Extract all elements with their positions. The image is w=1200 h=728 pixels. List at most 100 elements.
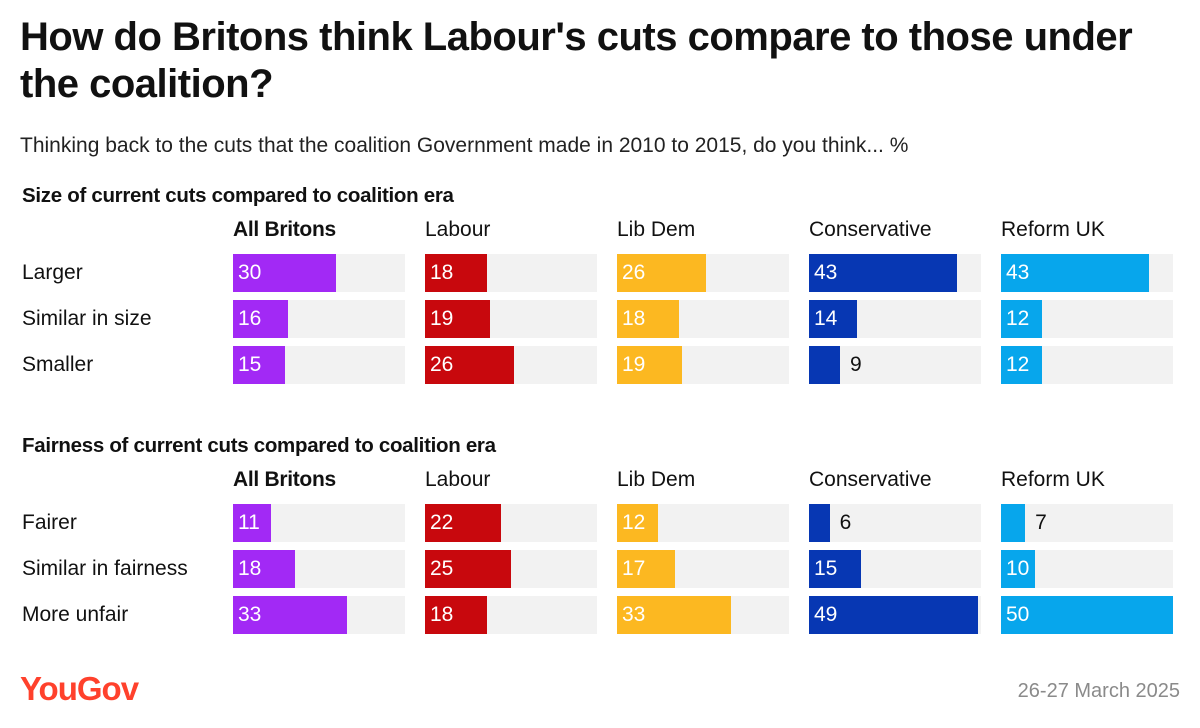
- bar-track: 43: [809, 254, 981, 292]
- bar-conservative-smaller: [809, 346, 840, 384]
- bar-labour-fairer: [425, 504, 501, 542]
- bar-track: 15: [809, 550, 981, 588]
- bar-all-britons-more-unfair: [233, 596, 347, 634]
- column-header-labour: Labour: [425, 468, 491, 491]
- data-label: 26: [430, 353, 454, 376]
- row-label-similar-in-size: Similar in size: [22, 307, 152, 330]
- bar-track: 19: [617, 346, 789, 384]
- bar-reform-uk-similar-in-size: [1001, 300, 1043, 338]
- row-label-fairer: Fairer: [22, 511, 77, 534]
- data-label: 18: [430, 603, 454, 626]
- data-label: 33: [238, 603, 262, 626]
- data-label: 18: [622, 307, 646, 330]
- bar-track: 17: [617, 550, 789, 588]
- bar-track: 26: [617, 254, 789, 292]
- bar-track: 10: [1001, 550, 1173, 588]
- data-label: 19: [622, 353, 646, 376]
- bar-all-britons-similar-in-fairness: [233, 550, 295, 588]
- bar-track: 12: [1001, 300, 1173, 338]
- chart-subtitle: Thinking back to the cuts that the coali…: [20, 134, 909, 157]
- bar-labour-similar-in-fairness: [425, 550, 511, 588]
- data-label: 26: [622, 261, 646, 284]
- data-label: 50: [1006, 603, 1030, 626]
- column-header-all-britons: All Britons: [233, 218, 336, 241]
- data-label: 18: [430, 261, 454, 284]
- data-label: 15: [238, 353, 262, 376]
- bar-track: 33: [233, 596, 405, 634]
- bar-track: 33: [617, 596, 789, 634]
- bar-track: 6: [809, 504, 981, 542]
- row-label-larger: Larger: [22, 261, 83, 284]
- data-label: 30: [238, 261, 262, 284]
- column-header-conservative: Conservative: [809, 468, 932, 491]
- column-header-conservative: Conservative: [809, 218, 932, 241]
- bar-track: 18: [233, 550, 405, 588]
- data-label: 49: [814, 603, 838, 626]
- bar-all-britons-larger: [233, 254, 337, 292]
- bar-track: 30: [233, 254, 405, 292]
- bar-track: 22: [425, 504, 597, 542]
- column-header-reform-uk: Reform UK: [1001, 218, 1105, 241]
- bar-track: 49: [809, 596, 981, 634]
- row-label-similar-in-fairness: Similar in fairness: [22, 557, 188, 580]
- bar-track: 11: [233, 504, 405, 542]
- data-label: 43: [1006, 261, 1030, 284]
- bar-track: 12: [617, 504, 789, 542]
- data-label: 17: [622, 557, 646, 580]
- bar-track: 7: [1001, 504, 1173, 542]
- column-header-labour: Labour: [425, 218, 491, 241]
- bar-conservative-more-unfair: [809, 596, 978, 634]
- bar-conservative-larger: [809, 254, 957, 292]
- bar-track: 18: [425, 254, 597, 292]
- bar-conservative-similar-in-size: [809, 300, 858, 338]
- column-header-lib-dem: Lib Dem: [617, 218, 696, 241]
- data-label: 15: [814, 557, 838, 580]
- row-label-more-unfair: More unfair: [22, 603, 129, 626]
- column-header-all-britons: All Britons: [233, 468, 336, 491]
- bar-labour-similar-in-size: [425, 300, 491, 338]
- date-label: 26-27 March 2025: [1017, 680, 1180, 702]
- bar-lib-dem-larger: [617, 254, 707, 292]
- bar-labour-larger: [425, 254, 487, 292]
- bar-lib-dem-similar-in-size: [617, 300, 679, 338]
- bar-reform-uk-smaller: [1001, 346, 1043, 384]
- bar-track: 16: [233, 300, 405, 338]
- bar-labour-more-unfair: [425, 596, 487, 634]
- bar-reform-uk-fairer: [1001, 504, 1026, 542]
- data-label: 25: [430, 557, 454, 580]
- section-title: Fairness of current cuts compared to coa…: [22, 434, 496, 457]
- bar-track: 43: [1001, 254, 1173, 292]
- data-label: 33: [622, 603, 646, 626]
- bar-lib-dem-fairer: [617, 504, 659, 542]
- bar-reform-uk-more-unfair: [1001, 596, 1173, 634]
- data-label: 6: [839, 511, 852, 534]
- bar-lib-dem-smaller: [617, 346, 683, 384]
- chart-title: How do Britons think Labour's cuts compa…: [20, 15, 1133, 106]
- bar-conservative-fairer: [809, 504, 830, 542]
- column-header-lib-dem: Lib Dem: [617, 468, 696, 491]
- data-label: 16: [238, 307, 262, 330]
- bar-all-britons-smaller: [233, 346, 285, 384]
- data-label: 12: [1006, 353, 1030, 376]
- bar-track: 19: [425, 300, 597, 338]
- bar-all-britons-fairer: [233, 504, 271, 542]
- data-label: 14: [814, 307, 838, 330]
- data-label: 43: [814, 261, 838, 284]
- bar-track: 50: [1001, 596, 1173, 634]
- data-label: 10: [1006, 557, 1030, 580]
- yougov-logo: YouGov: [20, 670, 139, 707]
- data-label: 9: [849, 353, 862, 376]
- column-header-reform-uk: Reform UK: [1001, 468, 1105, 491]
- bar-lib-dem-similar-in-fairness: [617, 550, 676, 588]
- bar-conservative-similar-in-fairness: [809, 550, 861, 588]
- data-label: 19: [430, 307, 454, 330]
- bar-all-britons-similar-in-size: [233, 300, 289, 338]
- bar-track: 18: [617, 300, 789, 338]
- bar-labour-smaller: [425, 346, 515, 384]
- bar-track: 18: [425, 596, 597, 634]
- bar-track: 15: [233, 346, 405, 384]
- data-label: 12: [622, 511, 646, 534]
- data-label: 22: [430, 511, 454, 534]
- bar-reform-uk-similar-in-fairness: [1001, 550, 1036, 588]
- data-label: 7: [1035, 511, 1047, 534]
